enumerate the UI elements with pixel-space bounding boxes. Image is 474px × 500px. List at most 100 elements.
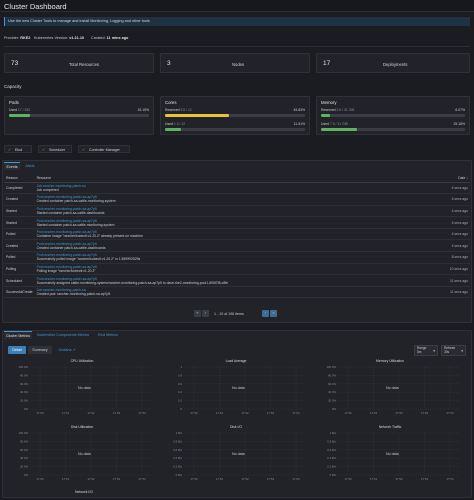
y-tick-label: 0.6: [178, 382, 182, 386]
table-row: Started Pod:rancher-monitoring-patch-sa-a…: [4, 205, 470, 218]
check-icon: ✓: [82, 147, 86, 152]
next-page-button[interactable]: ›: [262, 310, 269, 317]
x-tick-label: 17:51: [370, 477, 377, 481]
event-resource: Pod:rancher-monitoring-patch-sa-ap7p5 Sta…: [34, 216, 430, 229]
pods-used-label: Used: [9, 108, 17, 112]
range-label: Range: [417, 346, 427, 350]
refresh-label: Refresh: [444, 346, 456, 350]
prev-page-button[interactable]: ‹: [202, 310, 209, 317]
event-resource: Pod:rancher-monitoring-patch-sa-ap7p5 Sta…: [34, 205, 430, 218]
total-resources-label: Total Resources: [69, 61, 100, 67]
cores-used-detail: 1.3 / 12: [173, 122, 186, 126]
nodes-count: 3: [167, 60, 171, 67]
event-resource-link[interactable]: Pod:rancher-monitoring-patch-sa-ap7p5: [36, 206, 97, 211]
memory-chart: 100.0% 80.0% 60.0% 40.0% 20.0% 0% 17:50 17:51 17…: [327, 365, 460, 415]
event-message: Created pod: rancher-monitoring-patch-sa…: [36, 292, 111, 297]
event-date: 4 secs ago: [430, 216, 470, 229]
pods-used-detail: 17 / 330: [17, 108, 31, 112]
x-tick-label: 17:50: [345, 411, 352, 415]
etcd-label: Etcd: [15, 148, 23, 152]
y-tick-label: 80.0%: [20, 439, 28, 443]
event-resource-link[interactable]: Pod:rancher-monitoring-patch-sa-ap7p5: [36, 241, 97, 246]
event-resource-link[interactable]: Job:rancher-monitoring-patch-sa: [36, 183, 86, 188]
y-tick-label: 100.0%: [19, 431, 29, 435]
detail-button[interactable]: Detail: [8, 346, 26, 354]
tab-cluster-metrics[interactable]: Cluster Metrics: [4, 331, 32, 339]
x-tick-label: 17:51: [216, 477, 223, 481]
refresh-select[interactable]: Refresh 30s ▾: [441, 345, 466, 356]
event-resource-link[interactable]: Pod:rancher-monitoring-patch-sa-ap7p5: [36, 195, 97, 200]
event-reason: Scheduled: [4, 274, 35, 287]
y-tick-label: 40.0%: [20, 390, 28, 394]
network-chart: 1 B/s 0.8 B/s 0.6 B/s 0.4 B/s 0.2 B/s 0 B/s 17…: [327, 431, 460, 481]
y-tick-label: 20.0%: [20, 465, 28, 469]
event-resource-link[interactable]: Pod:rancher-monitoring-patch-sa-ap7p5: [36, 230, 97, 235]
metrics-tabs: Cluster Metrics Kubernetes Components Me…: [4, 331, 144, 339]
y-tick-label: 1 B/s: [176, 431, 183, 435]
y-tick-label: 0.8: [178, 373, 182, 377]
col-reason[interactable]: Reason: [4, 175, 35, 183]
etcd-status: ✓ Etcd: [4, 145, 32, 153]
total-resources-box[interactable]: 73 Total Resources: [4, 53, 154, 73]
disk-chart: 100.0% 80.0% 60.0% 40.0% 20.0% 0% 17:50 17:51 17…: [19, 431, 152, 481]
x-tick-label: 17:52: [396, 477, 403, 481]
x-tick-label: 17:53: [267, 411, 274, 415]
y-tick-label: 40.0%: [20, 456, 28, 460]
grafana-link[interactable]: Grafana ↗: [58, 348, 76, 352]
col-resource[interactable]: Resource: [34, 175, 430, 183]
last-page-button[interactable]: »: [270, 310, 277, 317]
top-header: Cluster Dashboard: [0, 0, 474, 12]
event-resource-link[interactable]: Pod:rancher-monitoring-patch-sa-ap7p5: [36, 253, 97, 258]
tab-etcd-metrics[interactable]: Etcd Metrics: [98, 333, 118, 338]
event-resource-link[interactable]: Pod:rancher-monitoring-patch-sa-ap7p5: [36, 218, 97, 223]
y-tick-label: 0.2 B/s: [327, 465, 336, 469]
x-tick-label: 17:50: [37, 477, 44, 481]
cpu-chart-title: CPU Utilization: [70, 359, 94, 363]
events-tabs: Events Alerts: [4, 162, 64, 170]
disk-chart-title: Disk Utilization: [70, 425, 94, 429]
y-tick-label: 20.0%: [20, 399, 28, 403]
event-resource: Pod:rancher-monitoring-patch-sa-ap7p5 Con…: [34, 228, 430, 241]
tab-alerts[interactable]: Alerts: [25, 164, 35, 169]
event-date: 10 secs ago: [430, 263, 470, 276]
y-tick-label: 0.6 B/s: [327, 448, 336, 452]
event-date: 4 secs ago: [430, 182, 470, 195]
event-reason: SuccessfulCreate: [4, 286, 35, 299]
event-reason: Completed: [4, 182, 35, 195]
y-tick-label: 0.6 B/s: [173, 448, 182, 452]
col-date[interactable]: Date ↓: [430, 175, 470, 183]
pods-gauge: Pods Used 17 / 330 15.15%: [4, 96, 154, 135]
event-reason: Pulled: [4, 251, 35, 264]
first-page-button[interactable]: «: [194, 310, 201, 317]
y-tick-label: 0.2: [178, 399, 182, 403]
range-select[interactable]: Range 5m ▾: [414, 345, 438, 356]
deployments-box[interactable]: 17 Deployments: [316, 53, 470, 73]
y-tick-label: 40.0%: [328, 390, 336, 394]
memory-reserved-label: Reserved: [321, 108, 336, 112]
event-message: Pulling image "rancher/kubectl:v1.20.2": [36, 268, 96, 273]
summary-button[interactable]: Summary: [28, 346, 52, 354]
y-tick-label: 0.8 B/s: [327, 439, 336, 443]
check-icon: ✓: [8, 147, 12, 152]
table-row: Pulled Pod:rancher-monitoring-patch-sa-ap…: [4, 251, 470, 264]
memory-no-data: No data: [386, 386, 399, 390]
event-date: 4 secs ago: [430, 228, 470, 241]
tab-events[interactable]: Events: [4, 162, 20, 170]
event-reason: Started: [4, 216, 35, 229]
cores-used-pct: 11.51%: [293, 122, 305, 126]
y-tick-label: 0.4: [178, 390, 182, 394]
cluster-tools-banner[interactable]: Use the new Cluster Tools to manage and …: [4, 17, 470, 26]
provider-label: Provider:: [4, 36, 20, 40]
event-resource-link[interactable]: Pod:rancher-monitoring-patch-sa-ap7p5: [36, 264, 97, 269]
y-tick-label: 1 B/s: [330, 431, 337, 435]
event-resource-link[interactable]: Pod:rancher-monitoring-patch-sa-ap7p5: [36, 276, 97, 281]
event-resource-link[interactable]: Job:rancher-monitoring-patch-sa: [36, 288, 86, 293]
tab-k8s-components-metrics[interactable]: Kubernetes Components Metrics: [36, 333, 90, 338]
table-row: Pulled Pod:rancher-monitoring-patch-sa-ap…: [4, 228, 470, 241]
created-value: 11 mins ago: [106, 36, 129, 40]
event-reason: Created: [4, 239, 35, 253]
provider-value: RKE2: [20, 36, 31, 40]
event-message: Created container patch-sa-cattle-monito…: [36, 199, 116, 204]
pods-title: Pods: [9, 100, 19, 105]
nodes-box[interactable]: 3 Nodes: [160, 53, 310, 73]
